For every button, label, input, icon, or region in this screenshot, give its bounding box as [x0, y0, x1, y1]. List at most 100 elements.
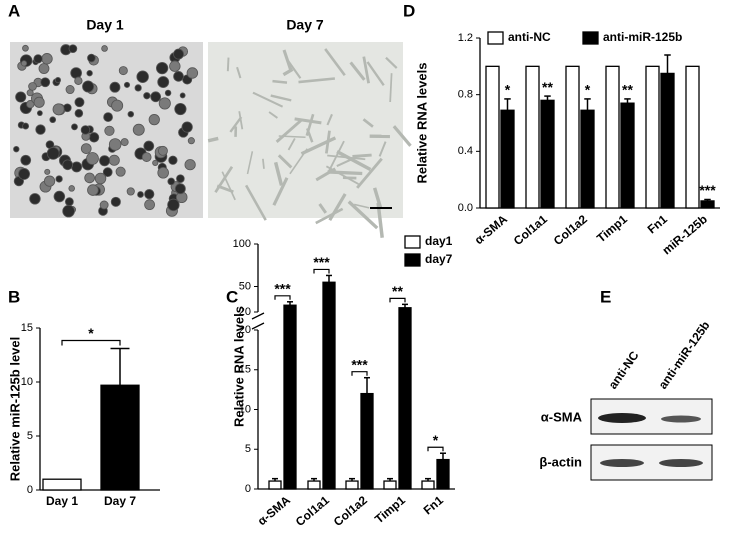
cell	[94, 172, 107, 185]
legend-label: anti-miR-125b	[603, 30, 682, 44]
cell	[270, 94, 292, 102]
legend-label: day1	[425, 234, 453, 248]
cell	[326, 140, 345, 175]
cell	[18, 168, 30, 180]
cell	[174, 183, 186, 195]
cell	[278, 135, 306, 139]
bar	[605, 65, 620, 209]
cell	[28, 82, 37, 91]
cell	[40, 77, 51, 88]
cell	[306, 127, 314, 143]
x-tick-label: Fn1	[421, 493, 447, 518]
cell	[82, 80, 95, 93]
panel-label: C	[226, 287, 238, 306]
significance-bracket	[351, 371, 368, 376]
cell	[152, 159, 159, 166]
cell	[336, 150, 372, 172]
cell	[326, 113, 333, 126]
cell	[43, 175, 56, 187]
cell	[13, 145, 20, 153]
cell	[111, 99, 124, 112]
cell	[176, 174, 185, 183]
cell	[282, 49, 293, 72]
cell	[84, 172, 95, 184]
panel-label: D	[403, 1, 415, 20]
cell	[120, 138, 129, 147]
y-axis-label: Relative miR-125b level	[7, 337, 22, 482]
cell	[108, 138, 122, 151]
y-axis-label: Relative RNA levels	[414, 63, 429, 184]
significance: ***	[699, 182, 716, 198]
cell	[238, 111, 244, 130]
y-tick-label: 5	[27, 430, 33, 442]
cell	[327, 154, 366, 161]
legend-swatch	[404, 235, 421, 249]
significance-bracket	[61, 339, 121, 346]
cell	[214, 166, 234, 193]
cell	[207, 136, 219, 143]
blot-band	[661, 415, 701, 423]
cell	[49, 116, 57, 124]
cell	[268, 111, 278, 119]
cell	[86, 70, 93, 77]
bar	[100, 384, 140, 491]
y-tick-label: 20	[239, 306, 251, 318]
significance: *	[505, 82, 511, 98]
cell	[99, 200, 109, 210]
cell	[336, 158, 352, 168]
cell	[115, 166, 126, 177]
significance: *	[433, 432, 439, 448]
cell	[68, 185, 75, 192]
panel-label: B	[8, 287, 20, 306]
x-tick-label: α-SMA	[472, 212, 510, 247]
axis-break	[251, 312, 265, 320]
cell	[62, 204, 75, 218]
cell	[315, 207, 344, 225]
significance-bracket	[427, 446, 444, 452]
y-tick-label: 100	[233, 238, 251, 250]
cell	[246, 151, 254, 175]
cell	[70, 67, 82, 79]
cell	[187, 137, 195, 145]
cell	[300, 136, 337, 156]
panel-label: A	[8, 1, 20, 20]
legend-swatch	[404, 253, 421, 267]
cell	[101, 45, 108, 52]
cell	[29, 193, 41, 205]
cell	[71, 161, 83, 173]
cell	[86, 152, 99, 165]
cell	[53, 190, 66, 203]
bar	[322, 281, 336, 490]
bar	[421, 480, 435, 490]
bar	[383, 480, 397, 490]
cell	[186, 67, 199, 79]
cell	[118, 66, 128, 76]
cell	[62, 159, 73, 171]
cell	[327, 170, 363, 176]
cells	[207, 48, 412, 238]
y-tick-label: 10	[239, 403, 251, 415]
cell	[143, 140, 155, 152]
cell	[277, 154, 293, 169]
blot-column: anti-miR-125b	[656, 319, 713, 392]
cell	[141, 152, 152, 162]
micrograph	[208, 42, 403, 218]
cell	[167, 177, 175, 186]
cell	[168, 155, 178, 165]
significance: **	[622, 82, 633, 98]
bar	[268, 480, 282, 490]
blot-row: β-actin	[539, 454, 582, 469]
cell	[88, 132, 100, 143]
cell	[123, 81, 131, 88]
cell	[158, 97, 171, 110]
cell	[366, 61, 385, 86]
cell	[229, 116, 243, 133]
bar	[700, 200, 715, 209]
cell	[103, 112, 113, 122]
cell	[287, 138, 296, 151]
bar	[42, 478, 82, 491]
cell	[362, 118, 374, 128]
cell	[156, 62, 169, 75]
cell	[157, 166, 169, 179]
cell	[126, 187, 135, 196]
